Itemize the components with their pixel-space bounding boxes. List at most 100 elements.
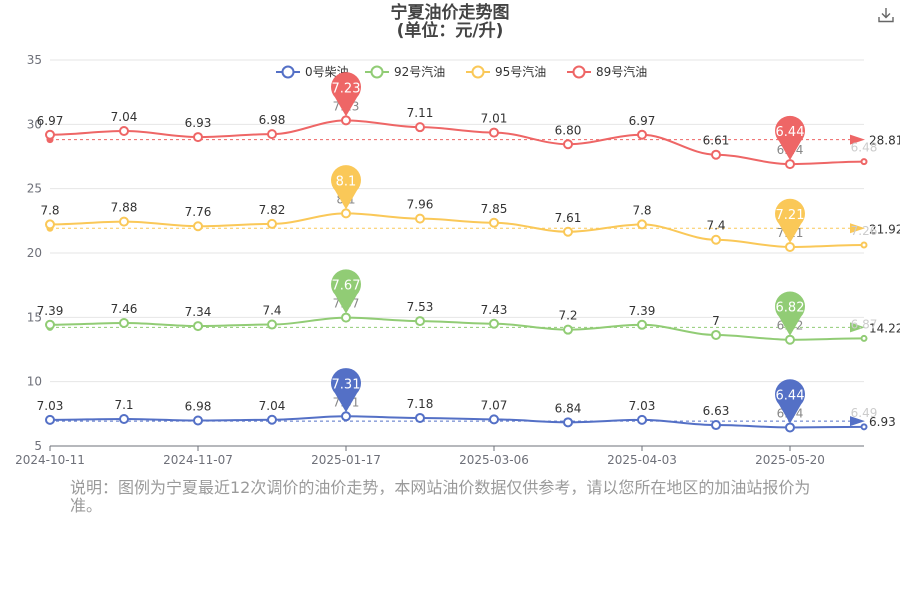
data-label: 7.04 [259, 399, 286, 413]
data-point [860, 158, 868, 166]
data-point [267, 129, 277, 140]
data-label: 7.11 [407, 106, 434, 120]
data-point [489, 318, 499, 329]
data-label: 6.98 [259, 113, 286, 127]
data-label: 7.18 [407, 397, 434, 411]
data-point [637, 414, 647, 425]
data-label: 6.87 [851, 317, 878, 331]
data-point [45, 319, 55, 330]
data-point [267, 218, 277, 229]
data-label: 7.1 [114, 398, 133, 412]
data-label: 7.4 [262, 304, 281, 318]
data-point [637, 319, 647, 330]
max-pin-label: 8.1 [336, 174, 357, 189]
y-tick-label: 35 [27, 53, 42, 67]
data-label: 6.93 [185, 116, 212, 130]
data-point [341, 208, 351, 219]
data-point [711, 234, 721, 245]
data-label: 6.63 [703, 404, 730, 418]
legend-label: 92号汽油 [394, 64, 445, 79]
data-label: 6.97 [37, 114, 64, 128]
data-point [489, 127, 499, 138]
legend-label: 89号汽油 [596, 64, 647, 79]
data-label: 7.04 [111, 110, 138, 124]
average-label: 6.93 [869, 415, 896, 429]
series-line [49, 415, 865, 429]
data-point [785, 334, 795, 345]
data-point [711, 329, 721, 340]
y-tick-label: 5 [34, 439, 42, 453]
data-label: 7.61 [555, 211, 582, 225]
min-pin [775, 379, 806, 424]
data-point [563, 139, 573, 150]
x-tick-label: 2024-10-11 [15, 453, 85, 467]
data-label: 7.8 [632, 203, 651, 217]
min-pin [775, 198, 806, 243]
data-point [119, 126, 129, 137]
data-label: 7.03 [629, 399, 656, 413]
data-label: 7.8 [40, 203, 59, 217]
data-label: 7.53 [407, 300, 434, 314]
min-pin-label: 6.44 [776, 125, 805, 140]
legend-marker-dot [370, 65, 384, 79]
y-tick-label: 30 [27, 117, 42, 131]
x-tick-label: 2025-05-20 [755, 453, 825, 467]
data-point [415, 316, 425, 327]
data-point [785, 422, 795, 433]
y-tick-label: 15 [27, 310, 42, 324]
data-point [563, 226, 573, 237]
data-label: 7.76 [185, 205, 212, 219]
average-label: 21.92 [869, 222, 900, 236]
series-line [49, 119, 865, 166]
series-line [49, 316, 865, 341]
data-point [489, 217, 499, 228]
legend-marker-dot [471, 65, 485, 79]
y-tick-label: 20 [27, 246, 42, 260]
max-pin [331, 368, 361, 413]
data-point [489, 414, 499, 425]
data-label: 7 [712, 314, 720, 328]
average-label: 28.81 [869, 134, 900, 148]
min-pin [775, 291, 806, 336]
data-label: 7.39 [37, 304, 64, 318]
chart-subtitle: (单位：元/升) [396, 21, 504, 41]
data-point [637, 129, 647, 140]
data-label: 7.43 [481, 303, 508, 317]
max-pin-label: 7.23 [332, 81, 361, 96]
data-point [860, 423, 868, 431]
data-label: 6.97 [629, 114, 656, 128]
data-label: 7.2 [558, 309, 577, 323]
data-point [45, 414, 55, 425]
average-line-arrow [850, 134, 865, 145]
chart-title: 宁夏油价走势图 [390, 3, 510, 23]
data-point [267, 414, 277, 425]
min-pin [775, 115, 806, 161]
data-point [415, 412, 425, 423]
download-icon[interactable] [877, 6, 895, 24]
max-pin [331, 269, 361, 314]
data-point [193, 221, 203, 232]
data-label: 6.84 [555, 401, 582, 415]
data-point [341, 115, 351, 126]
data-point [860, 334, 868, 342]
average-label: 14.22 [869, 321, 900, 335]
data-label: 7.34 [185, 305, 212, 319]
max-pin [331, 165, 361, 210]
data-point [711, 420, 721, 431]
max-pin-label: 7.67 [332, 279, 361, 294]
data-point [119, 413, 129, 424]
data-point [637, 219, 647, 230]
data-label: 6.98 [185, 400, 212, 414]
data-point [193, 132, 203, 143]
data-point [563, 417, 573, 428]
y-tick-label: 25 [27, 182, 42, 196]
average-line-arrow [850, 416, 865, 427]
data-point [119, 317, 129, 328]
data-point [785, 159, 795, 170]
data-point [711, 149, 721, 160]
legend-label: 95号汽油 [495, 64, 546, 79]
data-label: 7.88 [111, 201, 138, 215]
legend-marker-dot [572, 65, 586, 79]
data-point [341, 312, 351, 323]
